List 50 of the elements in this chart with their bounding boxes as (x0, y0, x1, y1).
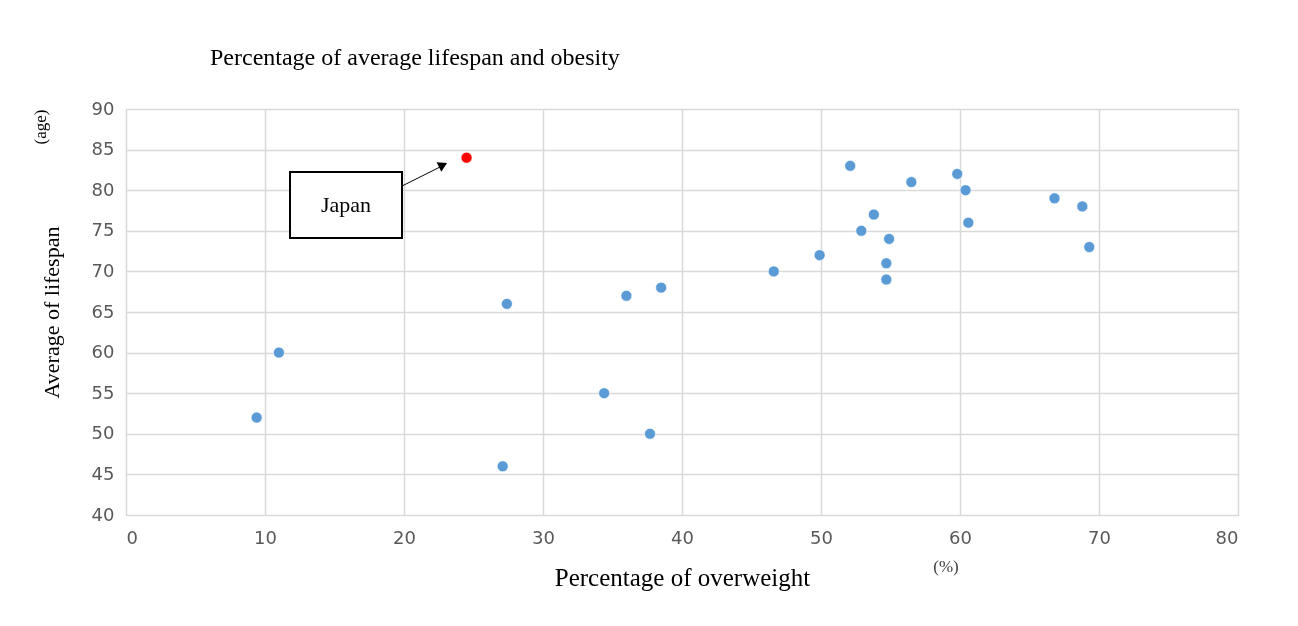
chart-title: Percentage of average lifespan and obesity (210, 44, 620, 70)
point (598, 387, 610, 399)
x-tick-label: 60 (949, 526, 972, 548)
point (501, 298, 513, 310)
x-axis-title: Percentage of overweight (554, 563, 811, 591)
text: (%) (933, 557, 959, 576)
point (655, 281, 667, 294)
point (496, 460, 509, 473)
point (1048, 192, 1061, 205)
y-tick-label: 90 (91, 97, 115, 119)
point (813, 249, 826, 261)
point (644, 428, 656, 440)
x-tick-label: 20 (393, 526, 416, 548)
point (883, 233, 895, 245)
point (880, 257, 893, 270)
point (620, 289, 633, 302)
point (273, 346, 285, 359)
point (460, 151, 473, 164)
y-tick-label: 45 (91, 462, 115, 484)
point (844, 160, 856, 172)
point (767, 265, 780, 278)
point (880, 273, 893, 286)
x-tick-label: 0 (126, 526, 138, 548)
x-tick-label: 80 (1215, 526, 1239, 548)
point (1083, 241, 1096, 253)
y-tick-label: 75 (91, 219, 115, 241)
y-tick-label: 40 (91, 503, 115, 525)
x-tick-label: 40 (671, 526, 694, 548)
point (855, 225, 868, 237)
y-tick-label: 70 (91, 259, 115, 281)
point (959, 184, 972, 196)
x-tick-label: 10 (254, 526, 277, 548)
point (250, 411, 263, 424)
y-tick-label: 65 (91, 300, 115, 322)
y-tick-label: 60 (91, 341, 115, 363)
x-tick-label: 30 (532, 526, 555, 548)
point (1076, 200, 1089, 213)
point (962, 216, 975, 229)
text: (age) (31, 109, 50, 145)
x-tick-label: 70 (1088, 526, 1111, 548)
x-tick-label: 50 (810, 526, 833, 548)
point (951, 168, 963, 180)
y-tick-label: 55 (91, 381, 115, 403)
annotation: Japan (320, 192, 372, 217)
y-tick-label: 50 (91, 422, 115, 444)
y-axis-title: Average of lifespan (38, 226, 64, 399)
point (905, 176, 918, 188)
y-tick-label: 85 (91, 138, 115, 160)
point (868, 208, 880, 221)
y-tick-label: 80 (91, 178, 115, 200)
